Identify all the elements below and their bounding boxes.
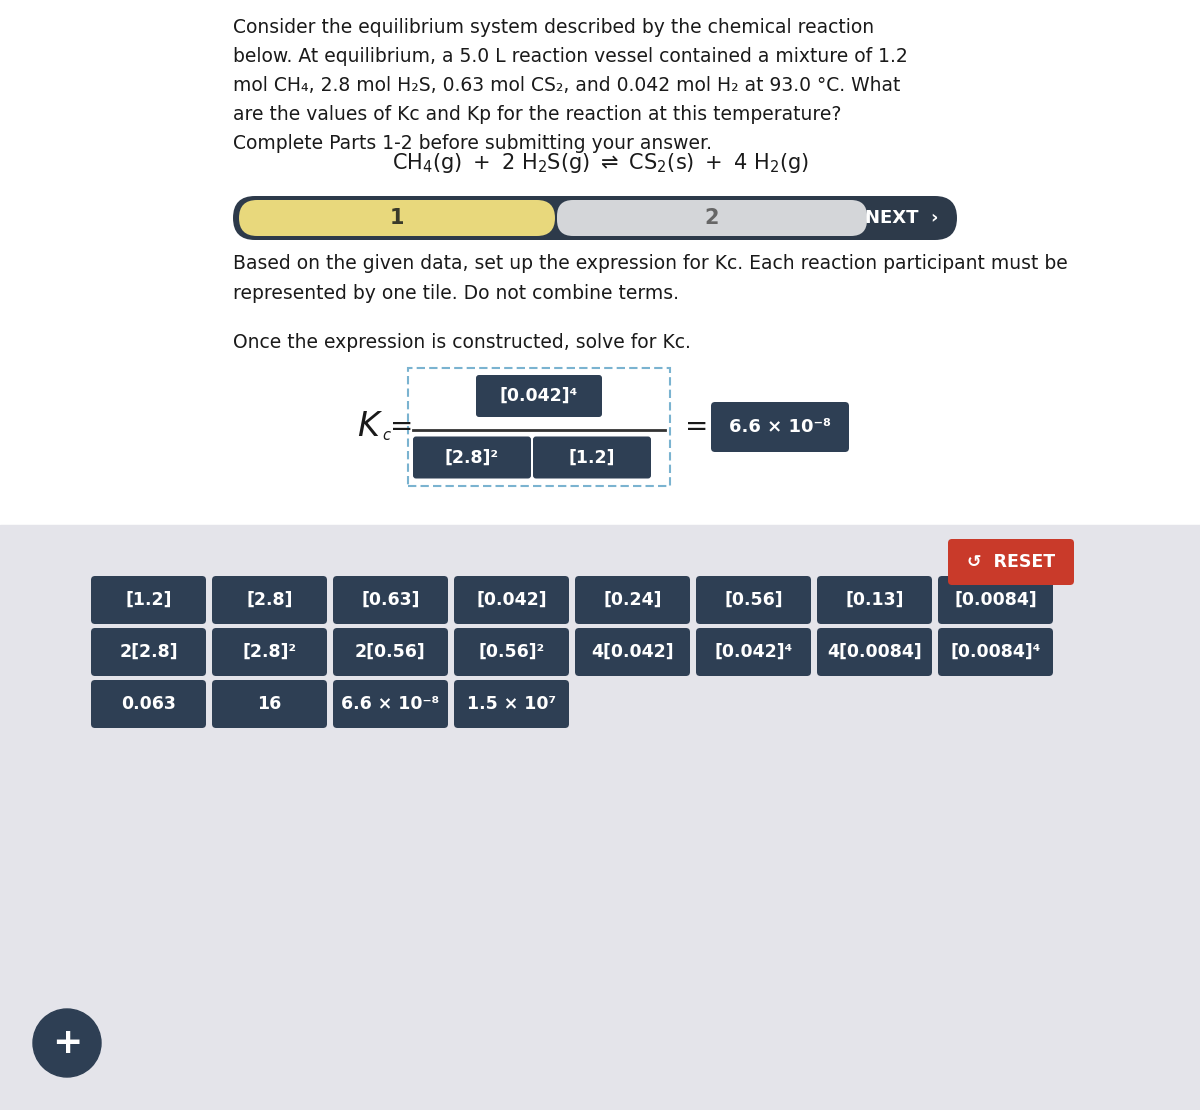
Text: mol CH₄, 2.8 mol H₂S, 0.63 mol CS₂, and 0.042 mol H₂ at 93.0 °C. What: mol CH₄, 2.8 mol H₂S, 0.63 mol CS₂, and … bbox=[233, 75, 900, 95]
FancyBboxPatch shape bbox=[233, 196, 958, 240]
Text: [0.0084]⁴: [0.0084]⁴ bbox=[950, 643, 1040, 660]
Text: Complete Parts 1-2 before submitting your answer.: Complete Parts 1-2 before submitting you… bbox=[233, 134, 712, 153]
Bar bbox=[0, 525, 1200, 1110]
FancyBboxPatch shape bbox=[334, 628, 448, 676]
Text: [1.2]: [1.2] bbox=[569, 448, 616, 466]
FancyBboxPatch shape bbox=[212, 680, 326, 728]
FancyBboxPatch shape bbox=[817, 576, 932, 624]
Text: 2[0.56]: 2[0.56] bbox=[355, 643, 426, 660]
Text: are the values of Kc and Kp for the reaction at this temperature?: are the values of Kc and Kp for the reac… bbox=[233, 105, 841, 124]
Text: [0.24]: [0.24] bbox=[604, 591, 661, 609]
FancyBboxPatch shape bbox=[710, 402, 850, 452]
Text: [0.56]: [0.56] bbox=[724, 591, 782, 609]
Text: 1.5 × 10⁷: 1.5 × 10⁷ bbox=[467, 695, 556, 713]
FancyBboxPatch shape bbox=[212, 576, 326, 624]
Text: [0.042]: [0.042] bbox=[476, 591, 547, 609]
Text: ↺  RESET: ↺ RESET bbox=[967, 553, 1055, 571]
Text: 6.6 × 10⁻⁸: 6.6 × 10⁻⁸ bbox=[730, 418, 830, 436]
Text: 16: 16 bbox=[257, 695, 282, 713]
Text: +: + bbox=[52, 1026, 82, 1060]
FancyBboxPatch shape bbox=[454, 628, 569, 676]
FancyBboxPatch shape bbox=[938, 576, 1054, 624]
Text: $\mathrm{CH_4(g)\ +\ 2\ H_2S(g)\ \rightleftharpoons\ CS_2(s)\ +\ 4\ H_2(g)}$: $\mathrm{CH_4(g)\ +\ 2\ H_2S(g)\ \rightl… bbox=[391, 151, 809, 175]
FancyBboxPatch shape bbox=[91, 576, 206, 624]
Text: $_c$: $_c$ bbox=[382, 423, 392, 443]
FancyBboxPatch shape bbox=[413, 436, 530, 478]
Text: 0.063: 0.063 bbox=[121, 695, 176, 713]
Bar bbox=[0, 0, 1200, 525]
Text: 2[2.8]: 2[2.8] bbox=[119, 643, 178, 660]
Text: [0.042]⁴: [0.042]⁴ bbox=[714, 643, 793, 660]
FancyBboxPatch shape bbox=[696, 628, 811, 676]
FancyBboxPatch shape bbox=[212, 628, 326, 676]
Text: 6.6 × 10⁻⁸: 6.6 × 10⁻⁸ bbox=[341, 695, 439, 713]
FancyBboxPatch shape bbox=[91, 680, 206, 728]
FancyBboxPatch shape bbox=[575, 576, 690, 624]
Text: 4[0.042]: 4[0.042] bbox=[592, 643, 674, 660]
Text: Based on the given data, set up the expression for Kc. Each reaction participant: Based on the given data, set up the expr… bbox=[233, 254, 1068, 273]
Text: represented by one tile. Do not combine terms.: represented by one tile. Do not combine … bbox=[233, 284, 679, 303]
FancyBboxPatch shape bbox=[476, 375, 602, 417]
FancyBboxPatch shape bbox=[91, 628, 206, 676]
FancyBboxPatch shape bbox=[533, 436, 650, 478]
FancyBboxPatch shape bbox=[334, 680, 448, 728]
Text: 1: 1 bbox=[390, 208, 404, 228]
Text: Consider the equilibrium system described by the chemical reaction: Consider the equilibrium system describe… bbox=[233, 18, 874, 37]
Text: NEXT  ›: NEXT › bbox=[865, 209, 938, 228]
Text: =: = bbox=[685, 413, 709, 441]
Text: [2.8]: [2.8] bbox=[246, 591, 293, 609]
Text: below. At equilibrium, a 5.0 L reaction vessel contained a mixture of 1.2: below. At equilibrium, a 5.0 L reaction … bbox=[233, 47, 907, 65]
Text: [0.0084]: [0.0084] bbox=[954, 591, 1037, 609]
Text: [2.8]²: [2.8]² bbox=[242, 643, 296, 660]
Text: [0.63]: [0.63] bbox=[361, 591, 420, 609]
FancyBboxPatch shape bbox=[948, 539, 1074, 585]
Text: $K$: $K$ bbox=[356, 411, 383, 444]
Text: Once the expression is constructed, solve for Kc.: Once the expression is constructed, solv… bbox=[233, 333, 691, 352]
Circle shape bbox=[34, 1009, 101, 1077]
FancyBboxPatch shape bbox=[454, 576, 569, 624]
FancyBboxPatch shape bbox=[454, 680, 569, 728]
Text: 2: 2 bbox=[704, 208, 719, 228]
FancyBboxPatch shape bbox=[575, 628, 690, 676]
Text: [1.2]: [1.2] bbox=[125, 591, 172, 609]
Text: 4[0.0084]: 4[0.0084] bbox=[827, 643, 922, 660]
FancyBboxPatch shape bbox=[408, 369, 670, 486]
FancyBboxPatch shape bbox=[696, 576, 811, 624]
FancyBboxPatch shape bbox=[817, 628, 932, 676]
Text: [2.8]²: [2.8]² bbox=[445, 448, 499, 466]
Text: [0.13]: [0.13] bbox=[845, 591, 904, 609]
FancyBboxPatch shape bbox=[334, 576, 448, 624]
FancyBboxPatch shape bbox=[938, 628, 1054, 676]
FancyBboxPatch shape bbox=[239, 200, 554, 236]
Text: [0.56]²: [0.56]² bbox=[479, 643, 545, 660]
Text: =: = bbox=[390, 413, 414, 441]
Text: [0.042]⁴: [0.042]⁴ bbox=[500, 387, 578, 405]
FancyBboxPatch shape bbox=[557, 200, 866, 236]
